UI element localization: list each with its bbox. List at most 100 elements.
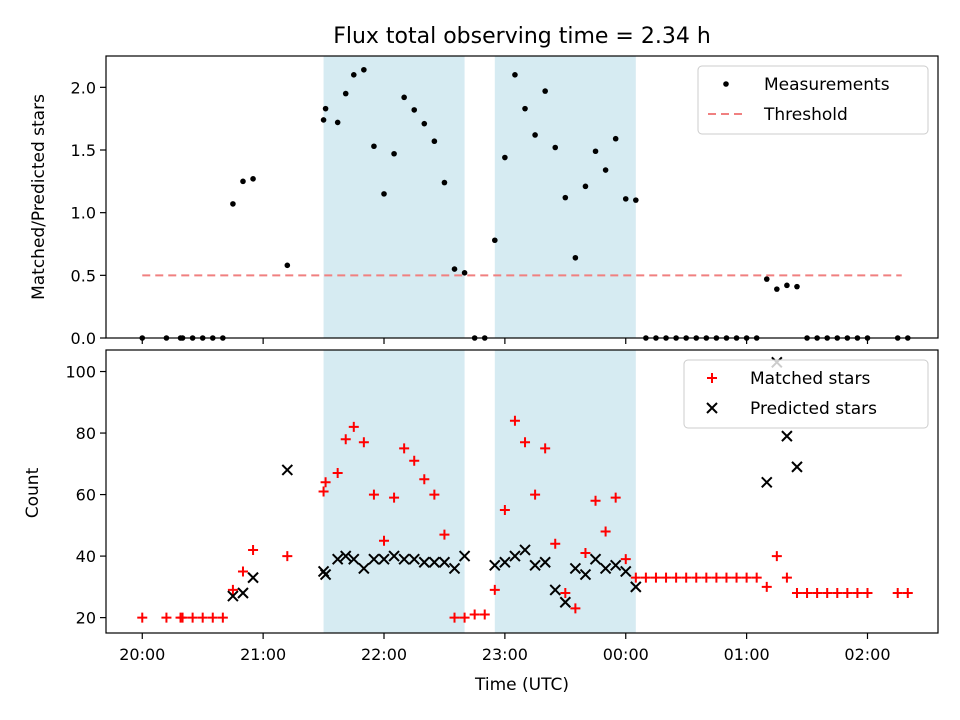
measurement-point [562, 194, 569, 201]
matched-stars-point [248, 544, 259, 555]
shaded-interval-1 [494, 350, 636, 633]
y-tick-label: 60 [76, 486, 96, 505]
predicted-stars-point [448, 562, 461, 575]
matched-stars-point [630, 572, 641, 583]
predicted-stars-point [418, 556, 431, 568]
top-y-axis-label: Matched/Predicted stars [29, 94, 49, 300]
matched-stars-point [802, 588, 813, 599]
predicted-stars-point [761, 476, 773, 488]
predicted-stars-point [579, 568, 592, 581]
measurement-point [320, 117, 327, 123]
legend-box [697, 65, 929, 135]
matched-stars-point [227, 584, 238, 595]
matched-stars-point [902, 588, 913, 599]
measurement-point [502, 154, 508, 161]
predicted-stars-point [408, 553, 420, 565]
matched-stars-point [449, 612, 460, 623]
matched-stars-point [320, 477, 331, 488]
matched-stars-point [509, 415, 520, 426]
predicted-stars-point [378, 553, 390, 565]
measurement-point [582, 183, 589, 190]
matched-stars-point [671, 572, 682, 583]
predicted-stars-point [791, 461, 803, 473]
matched-stars-point [439, 529, 450, 540]
matched-stars-point [580, 548, 591, 559]
x-tick-label: 22:00 [361, 645, 407, 664]
matched-stars-point [731, 572, 742, 583]
matched-stars-point [409, 455, 420, 466]
measurement-point [633, 197, 639, 203]
matched-stars-point [429, 489, 440, 500]
measurement-point [612, 135, 619, 142]
matched-stars-point [207, 612, 218, 623]
predicted-stars-point [340, 550, 352, 562]
matched-stars-point [701, 572, 712, 583]
legend-marker-predicted-stars [706, 402, 718, 414]
x-tick-label: 01:00 [724, 645, 770, 664]
predicted-stars-point [529, 559, 541, 572]
measurement-point [492, 237, 498, 244]
predicted-stars-point [519, 544, 531, 556]
measurement-point [451, 266, 458, 272]
measurement-point [284, 262, 291, 269]
shaded-interval-0 [323, 56, 465, 338]
x-tick-label: 00:00 [603, 645, 649, 664]
measurement-point [794, 283, 800, 290]
bottom-y-axis-label: Count [23, 467, 43, 518]
legend-marker-measurements [723, 81, 729, 87]
matched-stars-point [832, 588, 843, 599]
predicted-stars-point [630, 581, 642, 593]
measurement-point [572, 254, 579, 261]
matched-stars-point [610, 492, 621, 503]
measurement-point [592, 148, 599, 155]
matched-stars-point [217, 612, 228, 623]
matched-stars-point [721, 572, 732, 583]
matched-stars-point [389, 492, 400, 503]
measurement-point [230, 201, 236, 207]
measurement-point [322, 105, 329, 112]
predicted-stars-point [368, 553, 380, 565]
predicted-stars-point [428, 556, 441, 568]
matched-stars-point [520, 437, 531, 448]
axes-frame [105, 349, 939, 634]
matched-stars-point [600, 526, 611, 537]
measurement-point [411, 107, 418, 113]
matched-stars-point [862, 588, 873, 599]
matched-stars-point [340, 434, 351, 445]
matched-stars-point [620, 554, 631, 565]
predicted-stars-point [609, 559, 622, 572]
matched-stars-point [469, 609, 480, 620]
matched-stars-point [560, 588, 571, 599]
matched-stars-point [691, 572, 702, 583]
matched-stars-point [137, 612, 148, 623]
matched-stars-point [368, 489, 379, 500]
measurement-point [342, 90, 349, 97]
measurement-point [334, 119, 341, 126]
measurement-point [240, 178, 246, 185]
measurement-point [350, 72, 357, 78]
predicted-stars-point [358, 562, 370, 575]
measurement-point [441, 179, 448, 186]
matched-stars-point [711, 572, 722, 583]
measurement-point [522, 105, 528, 112]
predicted-stars-point [227, 590, 239, 602]
x-tick-label: 20:00 [119, 645, 165, 664]
top-panel: 0.0 0.5 1.0 1.5 2.0 Measurements Threshold [71, 55, 939, 348]
predicted-stars-point [489, 559, 501, 572]
matched-stars-point [419, 474, 430, 485]
matched-stars-point [640, 572, 651, 583]
measurement-point [391, 150, 397, 157]
y-tick-label: 0.5 [71, 266, 96, 285]
y-tick-label: 1.5 [71, 141, 96, 160]
predicted-stars-point [499, 556, 511, 568]
predicted-stars-point [549, 584, 561, 596]
measurement-point [542, 88, 548, 94]
matched-stars-point [177, 612, 188, 623]
matched-stars-point [197, 612, 208, 623]
y-tick-label: 0.0 [71, 329, 96, 348]
measurement-point [763, 276, 770, 282]
measurement-point [622, 196, 629, 202]
matched-stars-point [348, 421, 359, 432]
matched-stars-point [489, 584, 500, 595]
